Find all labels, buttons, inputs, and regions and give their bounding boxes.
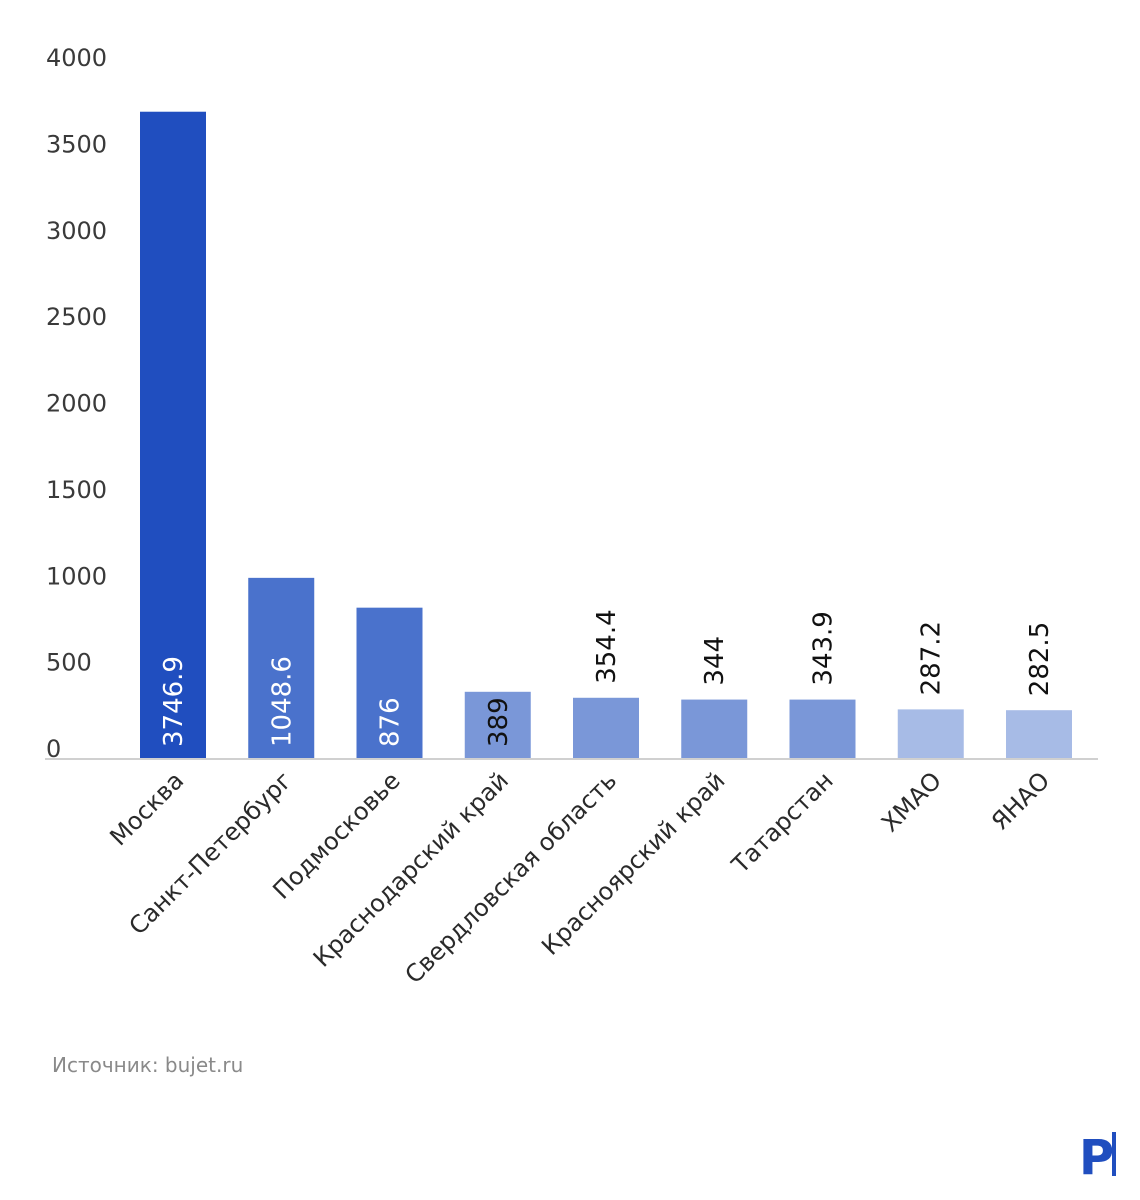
category-label: Красноярский край [536, 766, 730, 960]
logo-icon: P [1079, 1130, 1116, 1180]
category-label: Татарстан [726, 766, 839, 879]
data-label: 1048.6 [267, 656, 297, 747]
logo-bar [1112, 1132, 1116, 1176]
y-tick-label: 2000 [46, 390, 107, 418]
data-label: 354.4 [592, 609, 622, 683]
data-label: 3746.9 [159, 656, 189, 747]
y-tick-label: 500 [46, 649, 92, 677]
y-tick-label: 2500 [46, 303, 107, 331]
bar [789, 699, 856, 759]
category-label: Краснодарский край [308, 766, 514, 972]
data-labels: 3746.9 1048.6 876 389 354.4 344 343.9 287.2 282.… [159, 609, 1055, 747]
y-tick-label: 3500 [46, 130, 107, 158]
data-label: 344 [700, 636, 730, 686]
data-label: 876 [376, 697, 406, 747]
data-label: 343.9 [809, 611, 839, 685]
y-tick-label: 3000 [46, 217, 107, 245]
bar [140, 111, 206, 759]
data-label: 389 [484, 697, 514, 747]
bar [464, 691, 531, 759]
data-label: 282.5 [1025, 622, 1055, 696]
y-tick-label: 1500 [46, 476, 107, 504]
y-axis-ticks: 0 500 1000 1500 2000 2500 3000 3500 4000 [46, 44, 107, 763]
y-tick-label: 4000 [46, 44, 107, 72]
category-label: ХМАО [876, 766, 947, 837]
bars [140, 111, 1072, 759]
bar [897, 709, 964, 759]
bar [681, 699, 748, 759]
bar [356, 607, 423, 759]
bar [248, 577, 315, 759]
category-label: ЯНАО [986, 766, 1055, 835]
bar [573, 697, 639, 759]
logo-letter: P [1079, 1130, 1114, 1180]
category-label: Москва [104, 766, 189, 851]
bar [1006, 710, 1072, 759]
category-labels: МоскваСанкт-ПетербургПодмосковьеКраснода… [104, 766, 1055, 989]
category-label: Свердловская область [400, 766, 623, 989]
data-label: 287.2 [917, 621, 947, 695]
y-tick-label: 1000 [46, 562, 107, 590]
y-tick-label: 0 [46, 735, 61, 763]
source-note: Источник: bujet.ru [52, 1053, 244, 1077]
